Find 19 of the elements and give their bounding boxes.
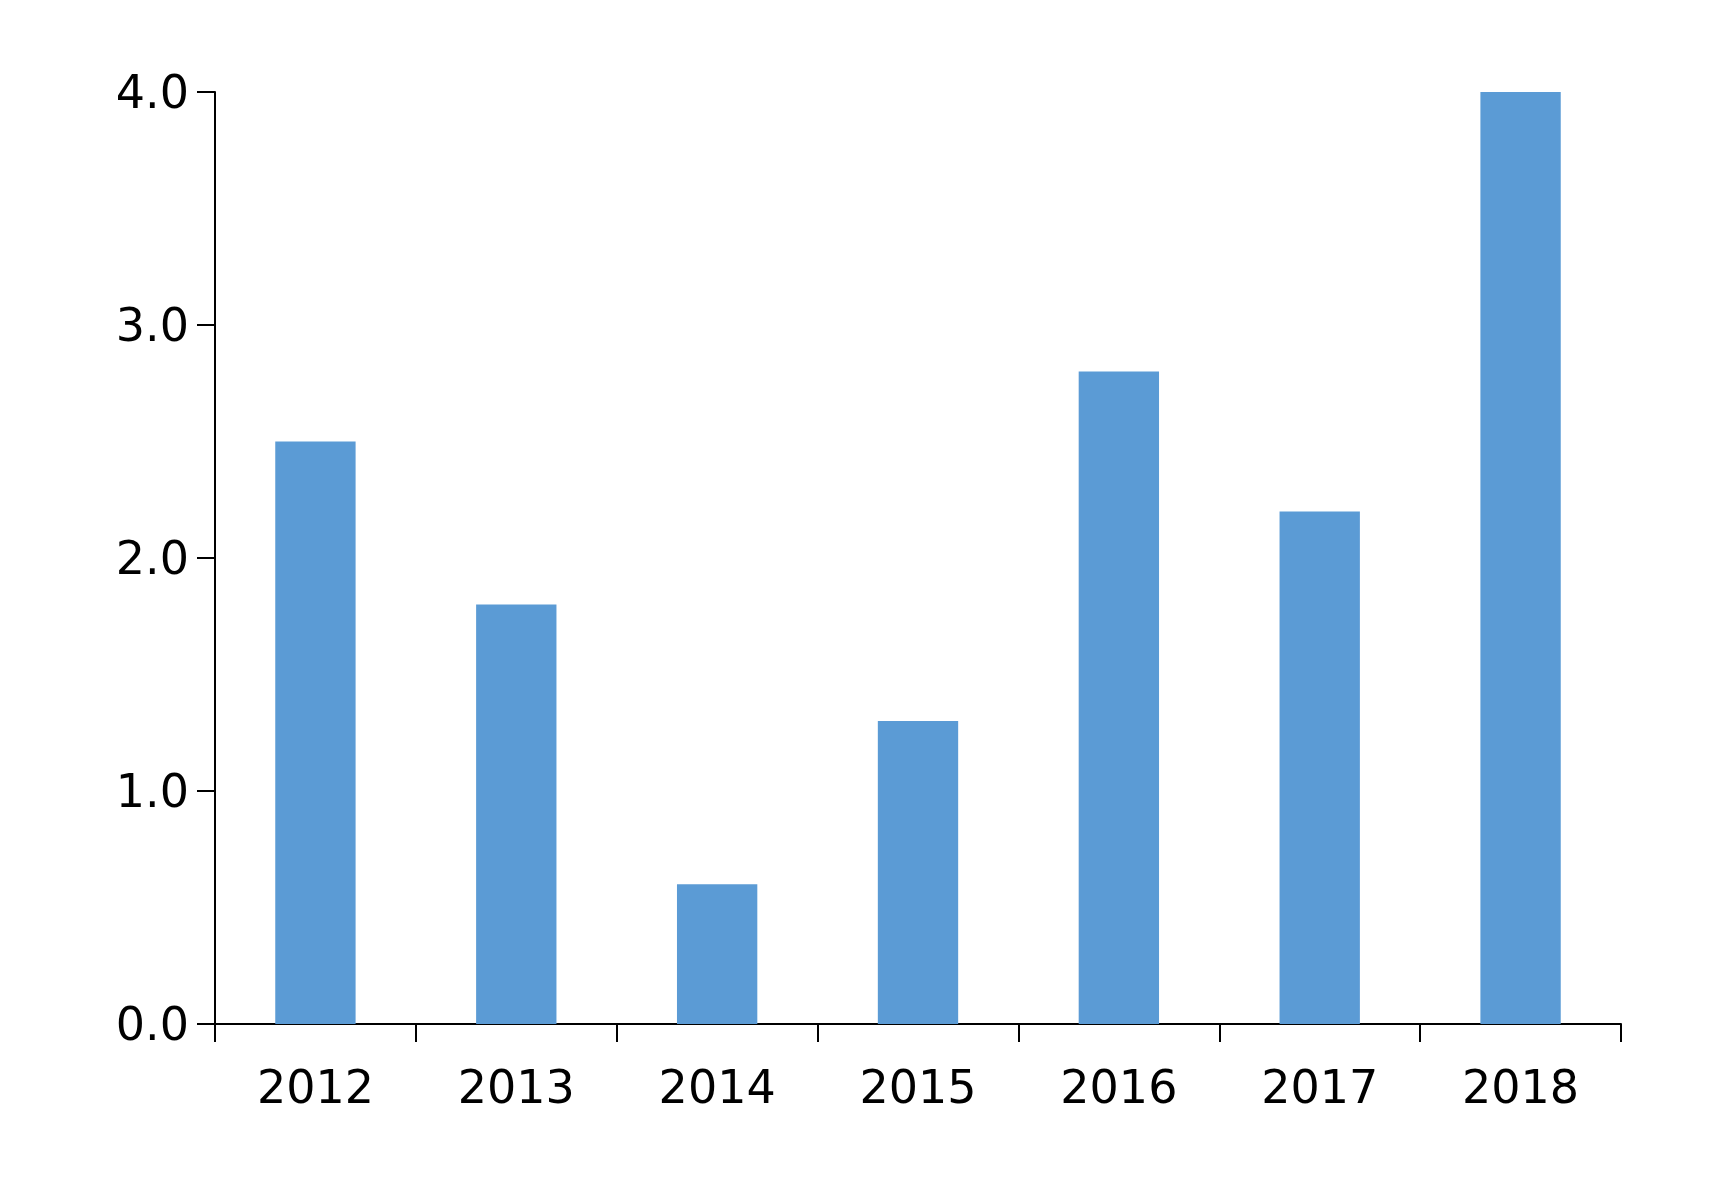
x-tick-label: 2015 [859, 1060, 977, 1114]
bar [275, 441, 356, 1024]
bar [1078, 371, 1160, 1024]
x-tick-label: 2017 [1261, 1060, 1379, 1114]
x-tick-label: 2012 [256, 1060, 374, 1114]
x-tick-label: 2013 [457, 1060, 575, 1114]
y-tick-label: 0.0 [115, 997, 189, 1051]
x-tick-label: 2014 [658, 1060, 776, 1114]
bar [476, 604, 557, 1024]
x-tick-label: 2018 [1462, 1060, 1580, 1114]
bar [676, 884, 758, 1024]
y-tick-label: 2.0 [115, 531, 189, 585]
x-tick-label: 2016 [1060, 1060, 1178, 1114]
bar [877, 721, 959, 1024]
bar [1480, 92, 1561, 1024]
y-tick-label: 4.0 [115, 65, 189, 119]
y-tick-label: 3.0 [115, 298, 189, 352]
y-tick-label: 1.0 [115, 764, 189, 818]
bar [1279, 511, 1360, 1024]
